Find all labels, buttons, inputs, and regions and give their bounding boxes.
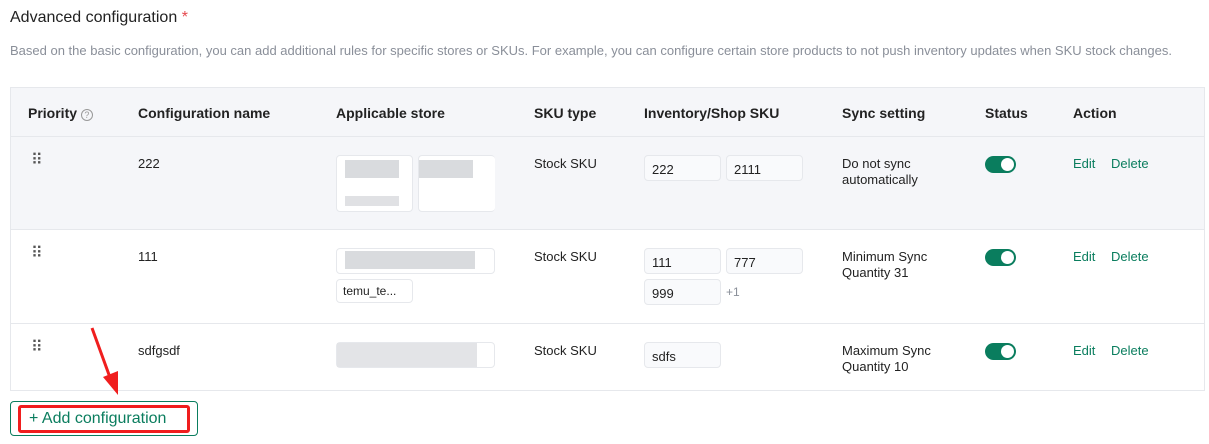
sku-tag: 999 <box>644 279 721 305</box>
col-action: Action <box>1073 105 1117 121</box>
col-sync: Sync setting <box>842 105 926 121</box>
annotation-arrow-icon <box>90 327 118 395</box>
sku-type: Stock SKU <box>534 249 597 264</box>
table-row: ⠿ 111 temu_te... Stock SKU 111 777 999 +… <box>11 230 1204 324</box>
store-tag <box>336 155 413 212</box>
col-store: Applicable store <box>336 105 445 121</box>
delete-link[interactable]: Delete <box>1111 156 1149 171</box>
store-tag <box>336 248 495 274</box>
section-title: Advanced configuration * <box>10 9 188 27</box>
sku-tag: sdfs <box>644 342 721 368</box>
more-skus-count[interactable]: +1 <box>726 285 740 299</box>
edit-link[interactable]: Edit <box>1073 249 1096 264</box>
config-name: 222 <box>138 156 160 171</box>
edit-link[interactable]: Edit <box>1073 156 1096 171</box>
drag-handle-icon[interactable]: ⠿ <box>31 339 43 356</box>
status-toggle[interactable] <box>985 156 1016 173</box>
config-name: sdfgsdf <box>138 343 180 358</box>
section-description: Based on the basic configuration, you ca… <box>10 43 1172 58</box>
sku-tag: 222 <box>644 155 721 181</box>
sync-setting: Maximum Sync Quantity 10 <box>842 343 931 374</box>
add-configuration-label: + Add configuration <box>29 410 166 428</box>
sku-type: Stock SKU <box>534 156 597 171</box>
table-row: ⠿ sdfgsdf Stock SKU sdfs Maximum Sync Qu… <box>11 324 1204 391</box>
help-icon[interactable]: ? <box>80 109 93 121</box>
required-mark: * <box>181 9 188 26</box>
col-priority-label: Priority <box>28 105 78 121</box>
drag-handle-icon[interactable]: ⠿ <box>31 152 43 169</box>
status-toggle[interactable] <box>985 343 1016 360</box>
title-text: Advanced configuration <box>10 9 178 26</box>
store-tag <box>418 155 495 212</box>
col-status: Status <box>985 105 1028 121</box>
annotation-highlight-box <box>18 405 190 433</box>
sku-tag: 2111 <box>726 155 803 181</box>
col-inventory: Inventory/Shop SKU <box>644 105 780 121</box>
col-sku-type: SKU type <box>534 105 597 121</box>
status-toggle[interactable] <box>985 249 1016 266</box>
drag-handle-icon[interactable]: ⠿ <box>31 245 43 262</box>
add-label-text: Add configuration <box>41 410 167 427</box>
config-name: 111 <box>138 249 158 264</box>
table-header: Priority ? Configuration name Applicable… <box>11 88 1204 137</box>
config-table: Priority ? Configuration name Applicable… <box>10 87 1205 391</box>
delete-link[interactable]: Delete <box>1111 343 1149 358</box>
store-tag: temu_te... <box>336 279 413 303</box>
col-name: Configuration name <box>138 105 271 121</box>
sku-type: Stock SKU <box>534 343 597 358</box>
add-configuration-button[interactable]: + Add configuration <box>10 401 198 436</box>
edit-link[interactable]: Edit <box>1073 343 1096 358</box>
table-row: ⠿ 222 Stock SKU 222 2111 Do not sync aut… <box>11 137 1204 230</box>
sync-setting: Minimum Sync Quantity 31 <box>842 249 928 280</box>
plus-icon: + <box>29 410 39 427</box>
sku-tag: 777 <box>726 248 803 274</box>
delete-link[interactable]: Delete <box>1111 249 1149 264</box>
sku-tag: 111 <box>644 248 721 274</box>
store-tag <box>336 342 495 368</box>
col-priority: Priority ? <box>28 105 93 121</box>
sync-setting: Do not sync automatically <box>842 156 918 187</box>
